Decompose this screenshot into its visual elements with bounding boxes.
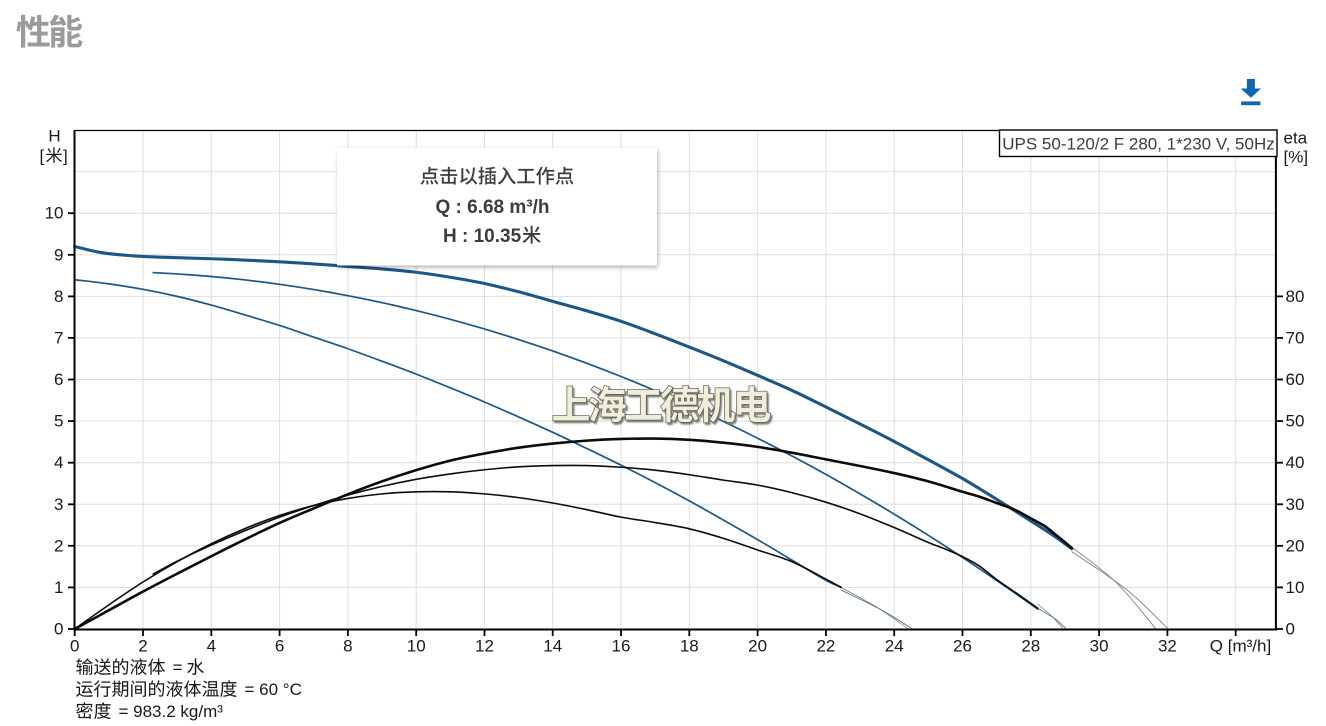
svg-text:20: 20 <box>1286 536 1305 555</box>
svg-text:30: 30 <box>1090 637 1109 656</box>
svg-text:10: 10 <box>1286 578 1305 597</box>
svg-text:2: 2 <box>138 637 147 656</box>
svg-text:7: 7 <box>54 328 63 347</box>
svg-text:3: 3 <box>54 495 63 514</box>
svg-text:eta: eta <box>1284 129 1308 148</box>
svg-text:24: 24 <box>885 637 904 656</box>
svg-text:1: 1 <box>54 578 63 597</box>
svg-text:5: 5 <box>54 412 63 431</box>
svg-text:=: = <box>173 658 183 677</box>
svg-text:18: 18 <box>680 637 699 656</box>
svg-text:Q : 6.68 m³/h: Q : 6.68 m³/h <box>435 197 549 218</box>
svg-text:H: H <box>48 127 60 146</box>
svg-text:2: 2 <box>54 536 63 555</box>
svg-text:[: [ <box>40 147 45 166</box>
svg-text:70: 70 <box>1286 328 1305 347</box>
svg-text:80: 80 <box>1286 287 1305 306</box>
svg-text:32: 32 <box>1158 637 1177 656</box>
svg-text:0: 0 <box>1286 620 1295 639</box>
svg-text:UPS 50-120/2 F 280, 1*230 V, 5: UPS 50-120/2 F 280, 1*230 V, 50Hz <box>1002 135 1275 154</box>
svg-text:28: 28 <box>1021 637 1040 656</box>
svg-text:]: ] <box>63 147 68 166</box>
svg-text:= 983.2 kg/m³: = 983.2 kg/m³ <box>119 702 224 721</box>
svg-text:50: 50 <box>1286 412 1305 431</box>
svg-text:H : 10.35: H : 10.35 <box>443 226 522 247</box>
svg-text:6: 6 <box>54 370 63 389</box>
svg-text:6: 6 <box>275 637 284 656</box>
svg-text:12: 12 <box>475 637 494 656</box>
svg-text:22: 22 <box>816 637 835 656</box>
svg-text:30: 30 <box>1286 495 1305 514</box>
svg-text:26: 26 <box>953 637 972 656</box>
svg-text:8: 8 <box>343 637 352 656</box>
svg-text:14: 14 <box>543 637 562 656</box>
svg-text:4: 4 <box>54 453 63 472</box>
svg-text:60: 60 <box>1286 370 1305 389</box>
svg-text:10: 10 <box>45 204 64 223</box>
svg-text:9: 9 <box>54 245 63 264</box>
svg-text:= 60 °C: = 60 °C <box>245 680 302 699</box>
svg-text:16: 16 <box>612 637 631 656</box>
svg-text:8: 8 <box>54 287 63 306</box>
svg-text:10: 10 <box>407 637 426 656</box>
svg-text:0: 0 <box>70 637 79 656</box>
svg-text:4: 4 <box>207 637 216 656</box>
svg-text:40: 40 <box>1286 453 1305 472</box>
svg-text:Q [m³/h]: Q [m³/h] <box>1210 637 1271 656</box>
svg-text:20: 20 <box>748 637 767 656</box>
svg-text:[%]: [%] <box>1284 148 1309 167</box>
svg-text:0: 0 <box>54 620 63 639</box>
